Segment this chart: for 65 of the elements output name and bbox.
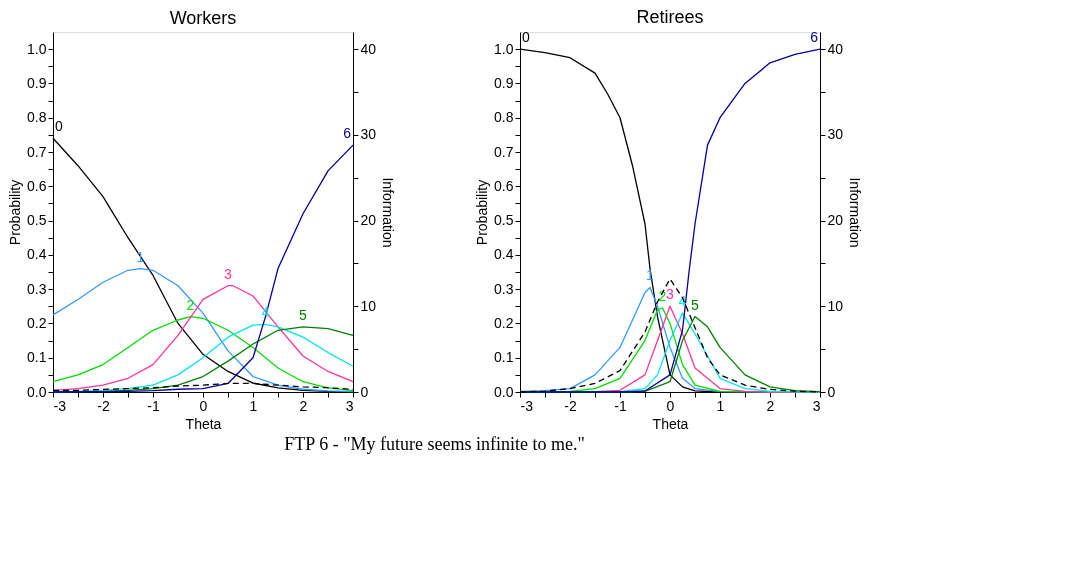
y-tick-label: 0.1	[27, 349, 47, 366]
y-tick-label: 0.3	[27, 280, 47, 297]
x-tick-label: -3	[520, 397, 534, 414]
series-label: 2	[186, 296, 195, 313]
y2-tick-label: 10	[360, 297, 377, 314]
x-tick-label: 0	[666, 397, 675, 414]
series-label: 0	[55, 118, 63, 135]
series-label: 6	[343, 125, 352, 142]
y2-tick-label: 30	[360, 126, 377, 143]
y2-axis-title: Information	[847, 177, 864, 248]
y-tick-label: 0.1	[494, 349, 514, 366]
y2-tick-label: 0	[827, 383, 836, 400]
y-tick-label: 0.8	[27, 109, 47, 126]
y2-tick-label: 0	[360, 383, 369, 400]
y-tick-label: 0.4	[27, 246, 47, 263]
y2-tick-label: 40	[360, 40, 377, 57]
y-tick-label: 0.2	[27, 314, 47, 331]
y-tick-label: 0.6	[27, 177, 47, 194]
x-tick-label: 1	[249, 397, 258, 414]
series-label: 5	[691, 296, 700, 313]
y2-tick-label: 40	[827, 40, 844, 57]
y-axis-title: Probability	[7, 179, 24, 246]
text: FTP 6 - "My future seems infinite to me."	[284, 433, 585, 454]
x-tick-label: 0	[199, 397, 208, 414]
x-tick-label: 2	[299, 397, 308, 414]
y-tick-label: 0.0	[494, 383, 514, 400]
y-tick-label: 0.7	[494, 143, 514, 160]
x-tick-label: -1	[147, 397, 160, 414]
y-tick-label: 0.4	[494, 246, 514, 263]
y-axis-title: Probability	[474, 179, 491, 246]
series-label: 3	[666, 286, 675, 303]
x-axis-title: Theta	[652, 415, 689, 432]
y2-tick-label: 30	[827, 126, 844, 143]
series-label: 3	[224, 265, 233, 282]
y2-axis-title: Information	[380, 177, 397, 248]
x-tick-label: -2	[564, 397, 577, 414]
x-axis-title: Theta	[185, 415, 222, 432]
y-tick-label: 0.5	[494, 212, 514, 229]
x-tick-label: 3	[345, 397, 354, 414]
chart-title: Retirees	[636, 7, 704, 28]
y-tick-label: 0.6	[494, 177, 514, 194]
series-label: 2	[658, 288, 667, 304]
y-tick-label: 0.8	[494, 109, 514, 126]
x-tick-label: 1	[716, 397, 725, 414]
series-label: 0	[522, 29, 530, 46]
series-label: 6	[810, 29, 819, 46]
y-tick-label: 0.7	[27, 143, 47, 160]
y-tick-label: 0.9	[494, 74, 514, 91]
series-label: 5	[299, 306, 308, 323]
y-tick-label: 1.0	[27, 40, 47, 57]
y-tick-label: 0.0	[27, 383, 47, 400]
y-tick-label: 0.3	[494, 280, 514, 297]
y2-tick-label: 10	[827, 297, 844, 314]
y-tick-label: 0.2	[494, 314, 514, 331]
chart-title: Workers	[169, 8, 237, 28]
y2-tick-label: 20	[360, 212, 377, 229]
x-tick-label: 2	[766, 397, 775, 414]
x-tick-label: -3	[53, 397, 67, 414]
x-tick-label: -2	[97, 397, 110, 414]
x-tick-label: -1	[614, 397, 627, 414]
y2-tick-label: 20	[827, 212, 844, 229]
y-tick-label: 0.5	[27, 212, 47, 229]
x-tick-label: 3	[812, 397, 821, 414]
y-tick-label: 0.9	[27, 74, 47, 91]
y-tick-label: 1.0	[494, 40, 514, 57]
